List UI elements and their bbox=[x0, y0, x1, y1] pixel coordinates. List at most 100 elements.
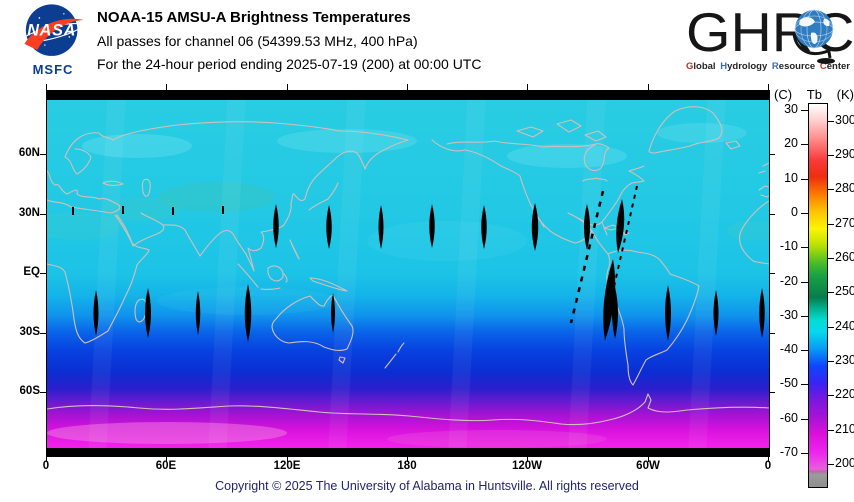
colorbar-c-tick bbox=[801, 282, 808, 283]
colorbar-k-label-260: 260 bbox=[835, 250, 854, 264]
south-polar-gap bbox=[47, 448, 769, 456]
lon-tick-bottom bbox=[46, 456, 47, 462]
colorbar-c-label--20: -20 bbox=[779, 274, 798, 288]
colorbar-c-label--30: -30 bbox=[779, 308, 798, 322]
colorbar-k-label-230: 230 bbox=[835, 353, 854, 367]
lat-tick-right bbox=[769, 333, 775, 334]
ghrc-tagline-word-h: Hydrology bbox=[720, 61, 768, 72]
lon-tick-bottom bbox=[527, 456, 528, 462]
colorbar-c-label--50: -50 bbox=[779, 376, 798, 390]
lat-label-30N: 30N bbox=[18, 207, 40, 219]
colorbar-c-label-10: 10 bbox=[784, 171, 798, 185]
colorbar-k-tick bbox=[827, 395, 834, 396]
nasa-insignia-icon: NASA bbox=[21, 4, 84, 56]
ghrc-tagline: Global Hydrology Resource Center bbox=[686, 61, 850, 72]
lat-tick-left bbox=[40, 333, 46, 334]
colorbar-c-tick bbox=[801, 384, 808, 385]
colorbar-c-tick bbox=[801, 110, 808, 111]
colorbar-c-tick bbox=[801, 179, 808, 180]
colorbar-c-tick bbox=[801, 350, 808, 351]
lon-tick-top bbox=[287, 84, 288, 90]
colorbar-c-label-20: 20 bbox=[784, 136, 798, 150]
lat-tick-right bbox=[769, 392, 775, 393]
lon-tick-top bbox=[166, 84, 167, 90]
page-title: NOAA-15 AMSU-A Brightness Temperatures bbox=[97, 9, 411, 26]
colorbar-c-tick bbox=[801, 453, 808, 454]
msfc-label: MSFC bbox=[32, 62, 74, 77]
colorbar-k-label-300: 300 bbox=[835, 113, 854, 127]
lat-label-60N: 60N bbox=[18, 147, 40, 159]
colorbar-k-tick bbox=[827, 189, 834, 190]
colorbar-k-label-200: 200 bbox=[835, 456, 854, 470]
colorbar-units: (C) Tb (K) bbox=[774, 87, 854, 102]
colorbar-k-tick bbox=[827, 361, 834, 362]
colorbar-k-tick bbox=[827, 464, 834, 465]
colorbar-c-tick bbox=[801, 316, 808, 317]
colorbar-unit-celsius: (C) bbox=[774, 87, 793, 102]
brightness-temperature-map bbox=[46, 90, 770, 457]
colorbar-c-label--40: -40 bbox=[779, 342, 798, 356]
lon-tick-bottom bbox=[407, 456, 408, 462]
globe-icon bbox=[788, 6, 838, 73]
channel-subtitle: All passes for channel 06 (54399.53 MHz,… bbox=[97, 33, 418, 49]
lon-tick-bottom bbox=[768, 456, 769, 462]
lat-tick-right bbox=[769, 214, 775, 215]
colorbar-title: Tb bbox=[806, 87, 822, 102]
colorbar-k-label-210: 210 bbox=[835, 422, 854, 436]
svg-text:NASA: NASA bbox=[27, 22, 76, 40]
colorbar-c-label--10: -10 bbox=[779, 239, 798, 253]
colorbar-k-tick bbox=[827, 121, 834, 122]
coastlines bbox=[47, 106, 769, 426]
colorbar-c-label--70: -70 bbox=[779, 445, 798, 459]
lat-tick-left bbox=[40, 154, 46, 155]
colorbar-c-tick bbox=[801, 213, 808, 214]
lon-label-120W: 120W bbox=[511, 460, 543, 472]
lon-label-60W: 60W bbox=[636, 460, 660, 472]
colorbar-k-label-290: 290 bbox=[835, 147, 854, 161]
lat-label-EQ: EQ bbox=[23, 266, 40, 278]
lon-tick-bottom bbox=[166, 456, 167, 462]
colorbar-k-label-270: 270 bbox=[835, 216, 854, 230]
colorbar-k-tick bbox=[827, 292, 834, 293]
nasa-logo: NASA MSFC bbox=[12, 3, 94, 81]
lon-tick-top bbox=[648, 84, 649, 90]
ghrc-tagline-word-r: Resource bbox=[771, 61, 816, 72]
colorbar-k-tick bbox=[827, 224, 834, 225]
lat-tick-right bbox=[769, 154, 775, 155]
lon-tick-top bbox=[407, 84, 408, 90]
colorbar-k-tick bbox=[827, 430, 834, 431]
lon-tick-bottom bbox=[648, 456, 649, 462]
lat-tick-left bbox=[40, 392, 46, 393]
map-raster bbox=[47, 91, 769, 456]
lon-label-60E: 60E bbox=[155, 460, 177, 472]
ghrc-logo: GHRC Global Hydrology Resource Center bbox=[686, 4, 854, 84]
colorbar-k-label-240: 240 bbox=[835, 319, 854, 333]
colorbar-c-tick bbox=[801, 247, 808, 248]
colorbar-k-label-250: 250 bbox=[835, 284, 854, 298]
lat-label-60S: 60S bbox=[19, 385, 40, 397]
lat-label-30S: 30S bbox=[19, 326, 40, 338]
lat-tick-right bbox=[769, 273, 775, 274]
lon-label-0: 0 bbox=[42, 460, 50, 472]
ghrc-tagline-word-c: Center bbox=[819, 61, 850, 72]
lon-tick-top bbox=[768, 84, 769, 90]
lon-tick-top bbox=[46, 84, 47, 90]
lon-label-120E: 120E bbox=[273, 460, 301, 472]
lat-tick-left bbox=[40, 214, 46, 215]
lon-tick-top bbox=[527, 84, 528, 90]
lon-tick-bottom bbox=[287, 456, 288, 462]
lon-label-180: 180 bbox=[397, 460, 417, 472]
colorbar-k-tick bbox=[827, 327, 834, 328]
colorbar-c-label-30: 30 bbox=[784, 102, 798, 116]
colorbar bbox=[808, 103, 828, 488]
colorbar-k-tick bbox=[827, 258, 834, 259]
title-block: NOAA-15 AMSU-A Brightness Temperatures A… bbox=[97, 8, 481, 71]
data-gap-diamonds bbox=[72, 185, 765, 342]
lat-tick-left bbox=[40, 273, 46, 274]
lon-label-0: 0 bbox=[764, 460, 772, 472]
ghrc-tagline-word-g: Global bbox=[686, 61, 716, 72]
colorbar-c-label-0: 0 bbox=[791, 205, 798, 219]
north-polar-gap bbox=[47, 91, 769, 100]
colorbar-k-label-220: 220 bbox=[835, 387, 854, 401]
